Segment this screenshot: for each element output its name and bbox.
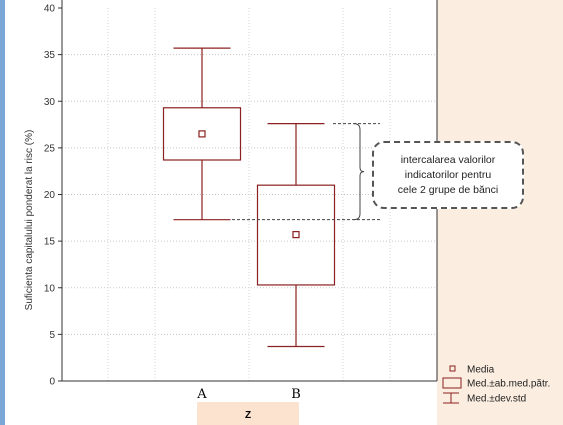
right-panel-background	[437, 0, 563, 425]
y-tick-label: 0	[49, 377, 55, 388]
annotation-line-1: intercalarea valorilor	[400, 153, 496, 166]
mean-point	[292, 230, 300, 239]
left-stripe	[0, 0, 5, 425]
y-tick-label: 30	[44, 97, 56, 108]
y-tick-label: 25	[44, 143, 56, 154]
y-tick-label: 20	[44, 190, 56, 201]
x-axis-label: Z	[245, 410, 251, 421]
annotation-line-3: cele 2 grupe de bănci	[397, 183, 499, 196]
legend-label: Med.±dev.std	[467, 394, 526, 405]
legend: Media Med.±ab.med.pătr. Med.±dev.std	[442, 365, 550, 405]
legend-label: Med.±ab.med.pătr.	[467, 379, 550, 390]
y-tick-label: 40	[44, 4, 56, 15]
legend-mean-symbol	[449, 365, 456, 372]
x-category-label: B	[291, 387, 301, 402]
y-axis-label: Suficienta capitalului ponderat la risc …	[24, 130, 35, 311]
annotation-callout: intercalarea valorilor indicatorilor pen…	[372, 141, 524, 209]
xlabel-band	[197, 402, 299, 425]
box-group-b: B	[256, 123, 336, 402]
y-tick-label: 5	[49, 330, 55, 341]
legend-whisker-symbol	[443, 392, 459, 404]
legend-box-symbol	[442, 377, 462, 389]
box-group-a: A	[162, 47, 242, 402]
box	[256, 184, 336, 286]
y-tick-label: 35	[44, 50, 56, 61]
legend-label: Media	[467, 365, 495, 376]
y-tick-label: 10	[44, 283, 56, 294]
mean-point	[198, 130, 206, 138]
annotation-lines	[232, 123, 380, 221]
x-category-label: A	[196, 387, 207, 402]
box	[162, 107, 242, 161]
y-ticks: 0 5 10 15 20 25 30 35 40	[44, 4, 62, 388]
annotation-bracket	[353, 123, 365, 221]
annotation-line-2: indicatorilor pentru	[404, 168, 492, 181]
y-tick-label: 15	[44, 237, 56, 248]
